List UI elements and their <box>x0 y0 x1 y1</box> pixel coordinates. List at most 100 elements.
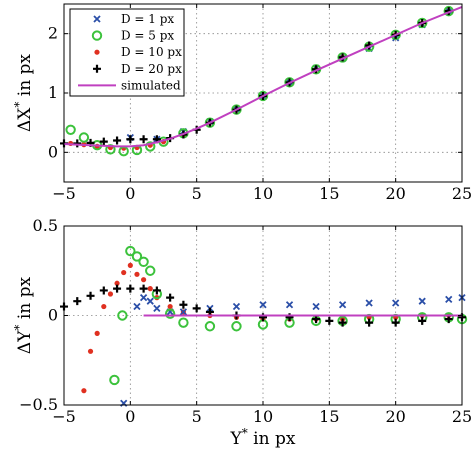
legend-marker-d-5-px <box>91 30 103 41</box>
legend-marker-d-10-px <box>94 49 100 55</box>
top-point-d-5-px-10 <box>231 104 242 115</box>
top-point-d-5-px-1 <box>78 132 90 143</box>
legend-box <box>69 8 185 97</box>
bottom-point-d-1-px-11 <box>312 302 320 311</box>
top-point-d-5-px-11 <box>257 90 269 102</box>
bottom-xtick-label--5: −5 <box>52 407 76 426</box>
bottom-point-d-20-px-9 <box>179 300 188 309</box>
bottom-point-d-1-px-15 <box>418 297 426 305</box>
bottom-ylabel: ΔY* in px <box>12 277 35 355</box>
bottom-point-d-10-px-4 <box>107 291 114 297</box>
bottom-point-d-10-px-5 <box>114 280 120 286</box>
top-point-d-20-px-6 <box>139 135 148 144</box>
bottom-point-d-5-px-5 <box>145 265 156 276</box>
bottom-point-d-20-px-3 <box>99 286 108 295</box>
bottom-point-d-5-px-4 <box>138 256 149 267</box>
bottom-point-d-20-px-5 <box>126 284 135 293</box>
bottom-point-d-10-px-3 <box>101 303 107 310</box>
bottom-panel-dy: −5 0 5 10 15 20 25 −0.5 0 0.5 ΔY* in px Y* in px <box>12 216 472 449</box>
legend-label-d-5-px: D = 5 px <box>121 29 174 43</box>
bottom-point-d-10-px-0 <box>81 388 87 394</box>
top-ytick-label-0: 0 <box>48 142 58 161</box>
top-point-d-5-px-6 <box>145 141 156 152</box>
bottom-point-d-20-px-4 <box>113 284 122 293</box>
top-panel-dx: −5 0 5 10 15 20 25 0 1 2 ΔX* in px D = 1 px D = 5 px… <box>12 3 472 203</box>
bottom-point-d-20-px-18 <box>365 318 374 327</box>
bottom-point-d-1-px-16 <box>445 295 453 304</box>
top-point-d-20-px-4 <box>113 136 122 145</box>
bottom-point-d-5-px-1 <box>117 310 128 321</box>
bottom-point-d-5-px-9 <box>204 321 216 332</box>
bottom-xtick-label-0: 0 <box>125 407 135 426</box>
bottom-point-d-20-px-20 <box>418 316 427 325</box>
bottom-point-d-20-px-10 <box>192 304 201 313</box>
bottom-point-d-5-px-2 <box>125 245 136 257</box>
bottom-xlabel: Y* in px <box>230 426 296 449</box>
bottom-point-d-10-px-12 <box>167 303 173 310</box>
bottom-point-d-20-px-6 <box>139 284 148 293</box>
top-point-d-20-px-3 <box>99 137 108 146</box>
legend-label-simulated: simulated <box>121 78 181 92</box>
bottom-point-d-20-px-16 <box>325 316 334 325</box>
bottom-point-d-1-px-13 <box>365 299 373 307</box>
top-xtick-label--5: −5 <box>52 184 76 203</box>
bottom-ytick-label-0.5: 0.5 <box>33 216 58 235</box>
bottom-point-d-5-px-10 <box>231 321 242 332</box>
top-point-d-20-px-5 <box>126 135 135 144</box>
bottom-point-d-10-px-10 <box>147 286 153 292</box>
top-xtick-label-5: 5 <box>192 184 202 203</box>
bottom-point-d-10-px-8 <box>134 271 140 277</box>
top-point-d-5-px-0 <box>65 124 76 135</box>
bottom-point-d-1-px-1 <box>133 302 141 311</box>
bottom-point-d-10-px-2 <box>94 330 100 336</box>
bottom-point-d-20-px-1 <box>73 297 82 306</box>
legend-marker-d-20-px <box>93 64 101 73</box>
top-xtick-label-10: 10 <box>253 184 273 203</box>
bottom-point-d-1-px-8 <box>232 302 241 311</box>
top-xtick-label-20: 20 <box>385 184 405 203</box>
top-point-d-5-px-17 <box>417 17 428 29</box>
bottom-xtick-label-5: 5 <box>192 407 202 426</box>
legend-label-d-1-px: D = 1 px <box>121 12 174 26</box>
bottom-point-d-5-px-8 <box>178 317 189 328</box>
bottom-point-d-1-px-10 <box>285 301 294 309</box>
legend-label-d-10-px: D = 10 px <box>121 45 182 59</box>
bottom-point-d-1-px-2 <box>139 293 148 302</box>
top-ytick-label-1: 1 <box>48 83 58 102</box>
top-point-d-5-px-16 <box>390 29 401 41</box>
bottom-point-d-5-px-3 <box>131 251 143 262</box>
bottom-point-d-5-px-0 <box>109 374 120 386</box>
legend: D = 1 px D = 5 px D = 10 px D = 20 px simula… <box>69 8 185 97</box>
bottom-xtick-label-25: 25 <box>452 407 472 426</box>
legend-label-d-20-px: D = 20 px <box>121 62 182 76</box>
top-series-simulated-line <box>63 6 463 148</box>
bottom-series-d-1-px <box>120 293 466 407</box>
bottom-series-d-10-px <box>81 262 452 394</box>
bottom-ytick-label-0: 0 <box>48 306 58 325</box>
top-xtick-label-25: 25 <box>452 184 472 203</box>
bottom-point-d-20-px-2 <box>86 291 95 300</box>
bottom-xtick-label-20: 20 <box>385 407 405 426</box>
bottom-point-d-20-px-8 <box>166 293 175 302</box>
bottom-point-d-10-px-1 <box>87 348 94 354</box>
bottom-xtick-label-10: 10 <box>253 407 273 426</box>
bottom-point-d-1-px-6 <box>179 308 188 316</box>
bottom-point-d-1-px-14 <box>392 299 400 307</box>
top-ytick-label-2: 2 <box>48 24 58 43</box>
bottom-point-d-10-px-6 <box>121 269 127 276</box>
bottom-point-d-1-px-3 <box>146 297 154 305</box>
top-point-d-20-px-1 <box>73 139 82 148</box>
bottom-point-d-1-px-12 <box>338 301 347 309</box>
top-xtick-label-15: 15 <box>319 184 339 203</box>
bottom-point-d-10-px-9 <box>141 277 147 283</box>
bottom-xtick-label-15: 15 <box>319 407 339 426</box>
top-point-d-5-px-12 <box>284 77 295 88</box>
bottom-point-d-10-px-7 <box>127 262 133 268</box>
bottom-ytick-label--0.5: −0.5 <box>19 395 58 414</box>
legend-marker-d-1-px <box>93 15 101 23</box>
bottom-point-d-20-px-17 <box>338 318 347 327</box>
top-xtick-label-0: 0 <box>125 184 135 203</box>
top-point-d-5-px-9 <box>204 117 216 128</box>
bottom-point-d-1-px-9 <box>259 301 267 309</box>
